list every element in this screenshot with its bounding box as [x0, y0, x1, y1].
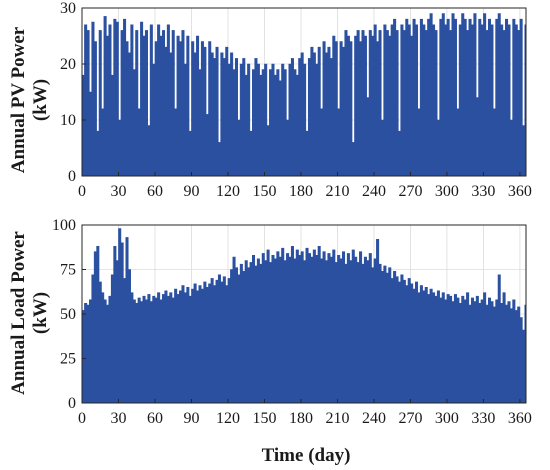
pv-xtick-label: 360: [508, 183, 532, 200]
load-ylabel-line1: Annual Load Power: [8, 231, 29, 395]
pv-xtick-label: 120: [216, 183, 240, 200]
pv-xtick-label: 150: [252, 183, 276, 200]
pv-xtick-label: 240: [362, 183, 386, 200]
load-xtick-label: 60: [147, 410, 163, 427]
pv-power-chart: 0 30 60 90 120 150 180 210 240 270 300 330 360 0 10 20 3…: [8, 0, 532, 200]
pv-xtick-label: 270: [398, 183, 422, 200]
pv-xtick-label: 330: [471, 183, 495, 200]
load-ticks: 0 30 60 90 120 150 180 210 240 270 300 330 360 0 25 50 7…: [52, 217, 532, 427]
pv-power-series: [81, 13, 527, 177]
load-xtick-label: 300: [435, 410, 459, 427]
load-xtick-label: 0: [78, 410, 86, 427]
pv-ytick-label: 0: [68, 168, 76, 185]
load-xtick-label: 180: [289, 410, 313, 427]
load-xtick-label: 240: [362, 410, 386, 427]
pv-axes-frame: [81, 7, 527, 177]
pv-ticks: 0 30 60 90 120 150 180 210 240 270 300 330 360 0 10 20 3…: [60, 0, 532, 200]
load-xtick-label: 210: [325, 410, 349, 427]
load-xtick-label: 30: [110, 410, 126, 427]
pv-series-area-0: [81, 13, 527, 177]
load-series-area-0: [81, 228, 527, 404]
pv-xtick-label: 210: [325, 183, 349, 200]
load-ytick-label: 100: [52, 217, 76, 234]
load-xtick-label: 330: [471, 410, 495, 427]
pv-xtick-label: 180: [289, 183, 313, 200]
pv-ytick-label: 30: [60, 0, 76, 17]
load-xtick-label: 120: [216, 410, 240, 427]
load-xtick-label: 360: [508, 410, 532, 427]
pv-xtick-label: 300: [435, 183, 459, 200]
pv-ytick-label: 10: [60, 112, 76, 129]
load-ylabel-line2: (kW): [30, 292, 51, 334]
pv-xtick-label: 0: [78, 183, 86, 200]
pv-xtick-label: 60: [147, 183, 163, 200]
pv-ylabel-line2: (kW): [30, 79, 51, 121]
x-axis-title: Time (day): [262, 445, 351, 466]
pv-xtick-label: 90: [183, 183, 199, 200]
pv-xtick-label: 30: [110, 183, 126, 200]
load-ytick-label: 25: [60, 351, 76, 368]
pv-ytick-label: 20: [60, 56, 76, 73]
load-xtick-label: 270: [398, 410, 422, 427]
load-ytick-label: 0: [68, 395, 76, 412]
load-xtick-label: 90: [183, 410, 199, 427]
pv-ylabel-line1: Annual PV Power: [8, 26, 29, 173]
load-power-chart: 0 30 60 90 120 150 180 210 240 270 300 330 360 0 25 50 7…: [8, 217, 532, 427]
load-ytick-label: 75: [60, 262, 76, 279]
load-power-series: [81, 228, 527, 404]
load-ytick-label: 50: [60, 306, 76, 323]
load-xtick-label: 150: [252, 410, 276, 427]
